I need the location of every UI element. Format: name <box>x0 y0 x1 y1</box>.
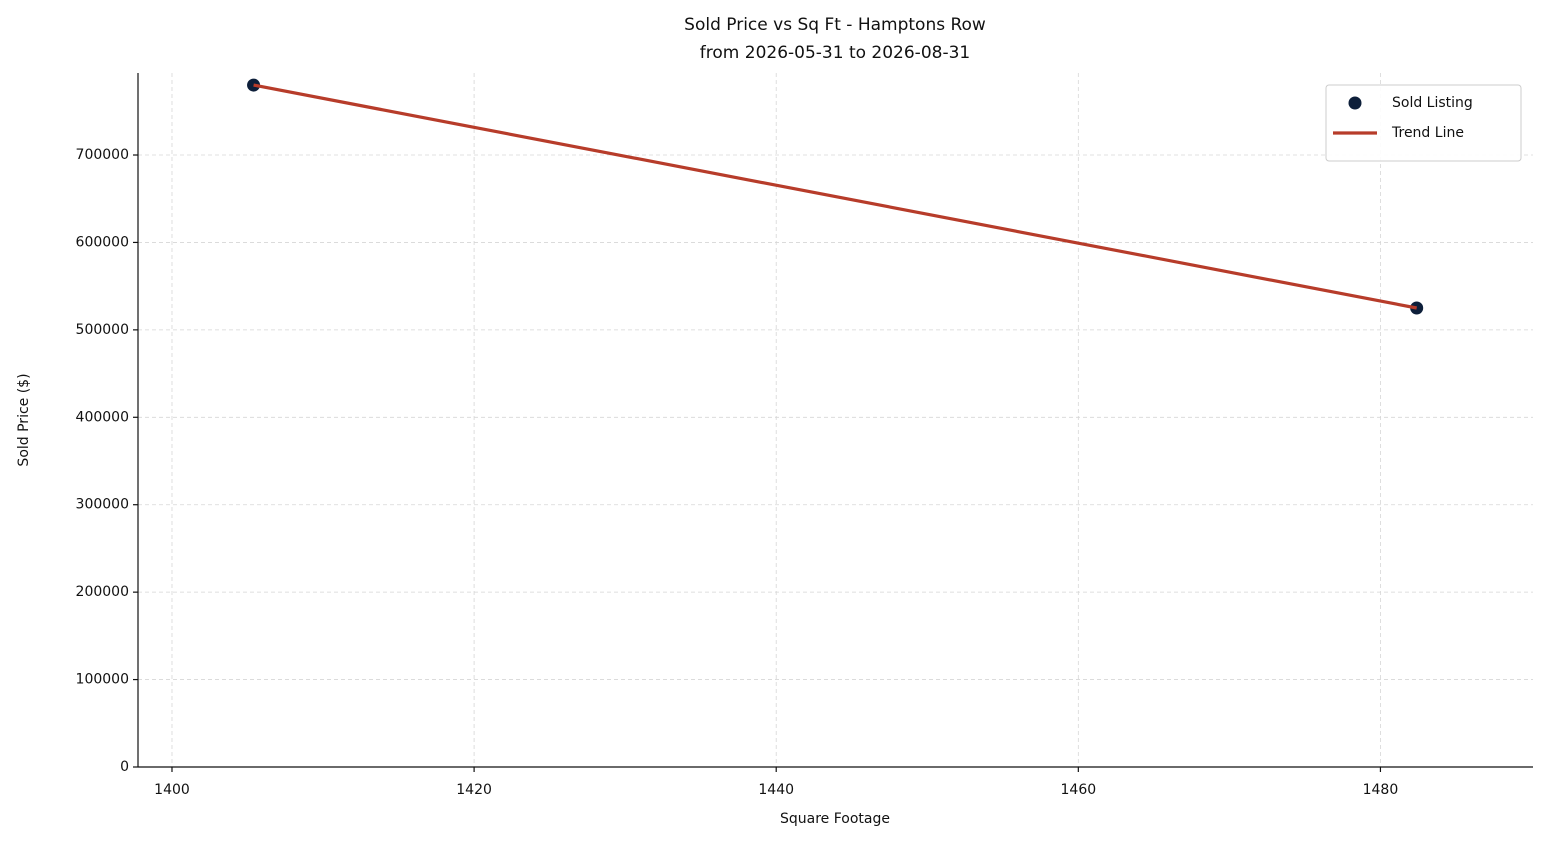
y-tick-label: 700000 <box>76 147 129 163</box>
legend-label: Trend Line <box>1391 125 1464 141</box>
y-tick-label: 100000 <box>76 672 129 688</box>
y-tick-label: 400000 <box>76 409 129 425</box>
chart-title: Sold Price vs Sq Ft - Hamptons Row <box>684 15 986 35</box>
trend-line <box>253 83 1417 310</box>
y-tick-label: 0 <box>120 759 129 775</box>
x-tick-label: 1480 <box>1363 782 1399 798</box>
legend-marker <box>1348 96 1362 110</box>
x-axis-label: Square Footage <box>780 811 890 827</box>
x-tick-label: 1400 <box>154 782 190 798</box>
legend-box <box>1325 84 1522 162</box>
legend-label: Sold Listing <box>1392 95 1473 111</box>
y-tick-label: 600000 <box>76 234 129 250</box>
y-tick-label: 500000 <box>76 322 129 338</box>
y-axis-label: Sold Price ($) <box>16 373 32 466</box>
x-tick-label: 1420 <box>456 782 492 798</box>
y-tick-label: 300000 <box>76 497 129 513</box>
y-tick-label: 200000 <box>76 584 129 600</box>
x-tick-label: 1440 <box>758 782 794 798</box>
x-tick-label: 1460 <box>1061 782 1097 798</box>
chart-subtitle: from 2026-05-31 to 2026-08-31 <box>700 43 970 63</box>
